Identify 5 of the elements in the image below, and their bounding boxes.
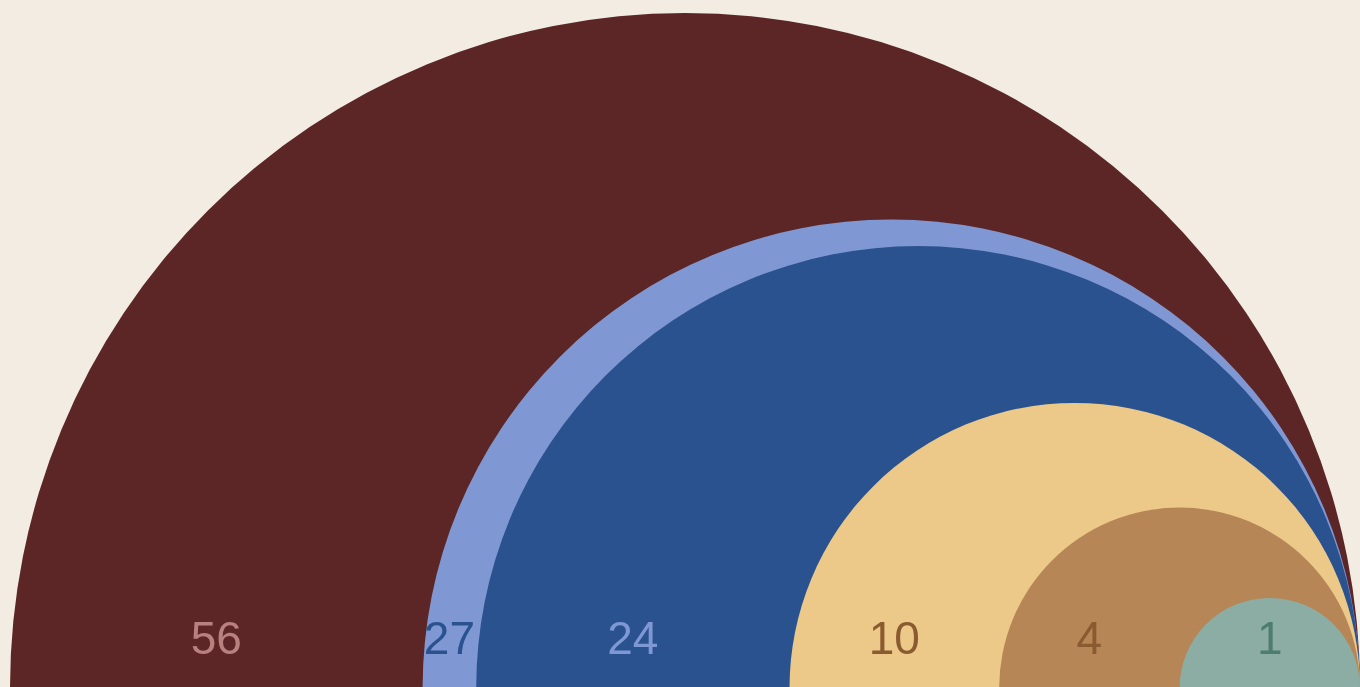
data-label: 27 xyxy=(423,612,475,665)
data-label: 24 xyxy=(607,612,659,665)
data-label: 56 xyxy=(190,612,242,665)
data-label: 10 xyxy=(868,612,920,665)
data-label: 1 xyxy=(1257,612,1283,665)
